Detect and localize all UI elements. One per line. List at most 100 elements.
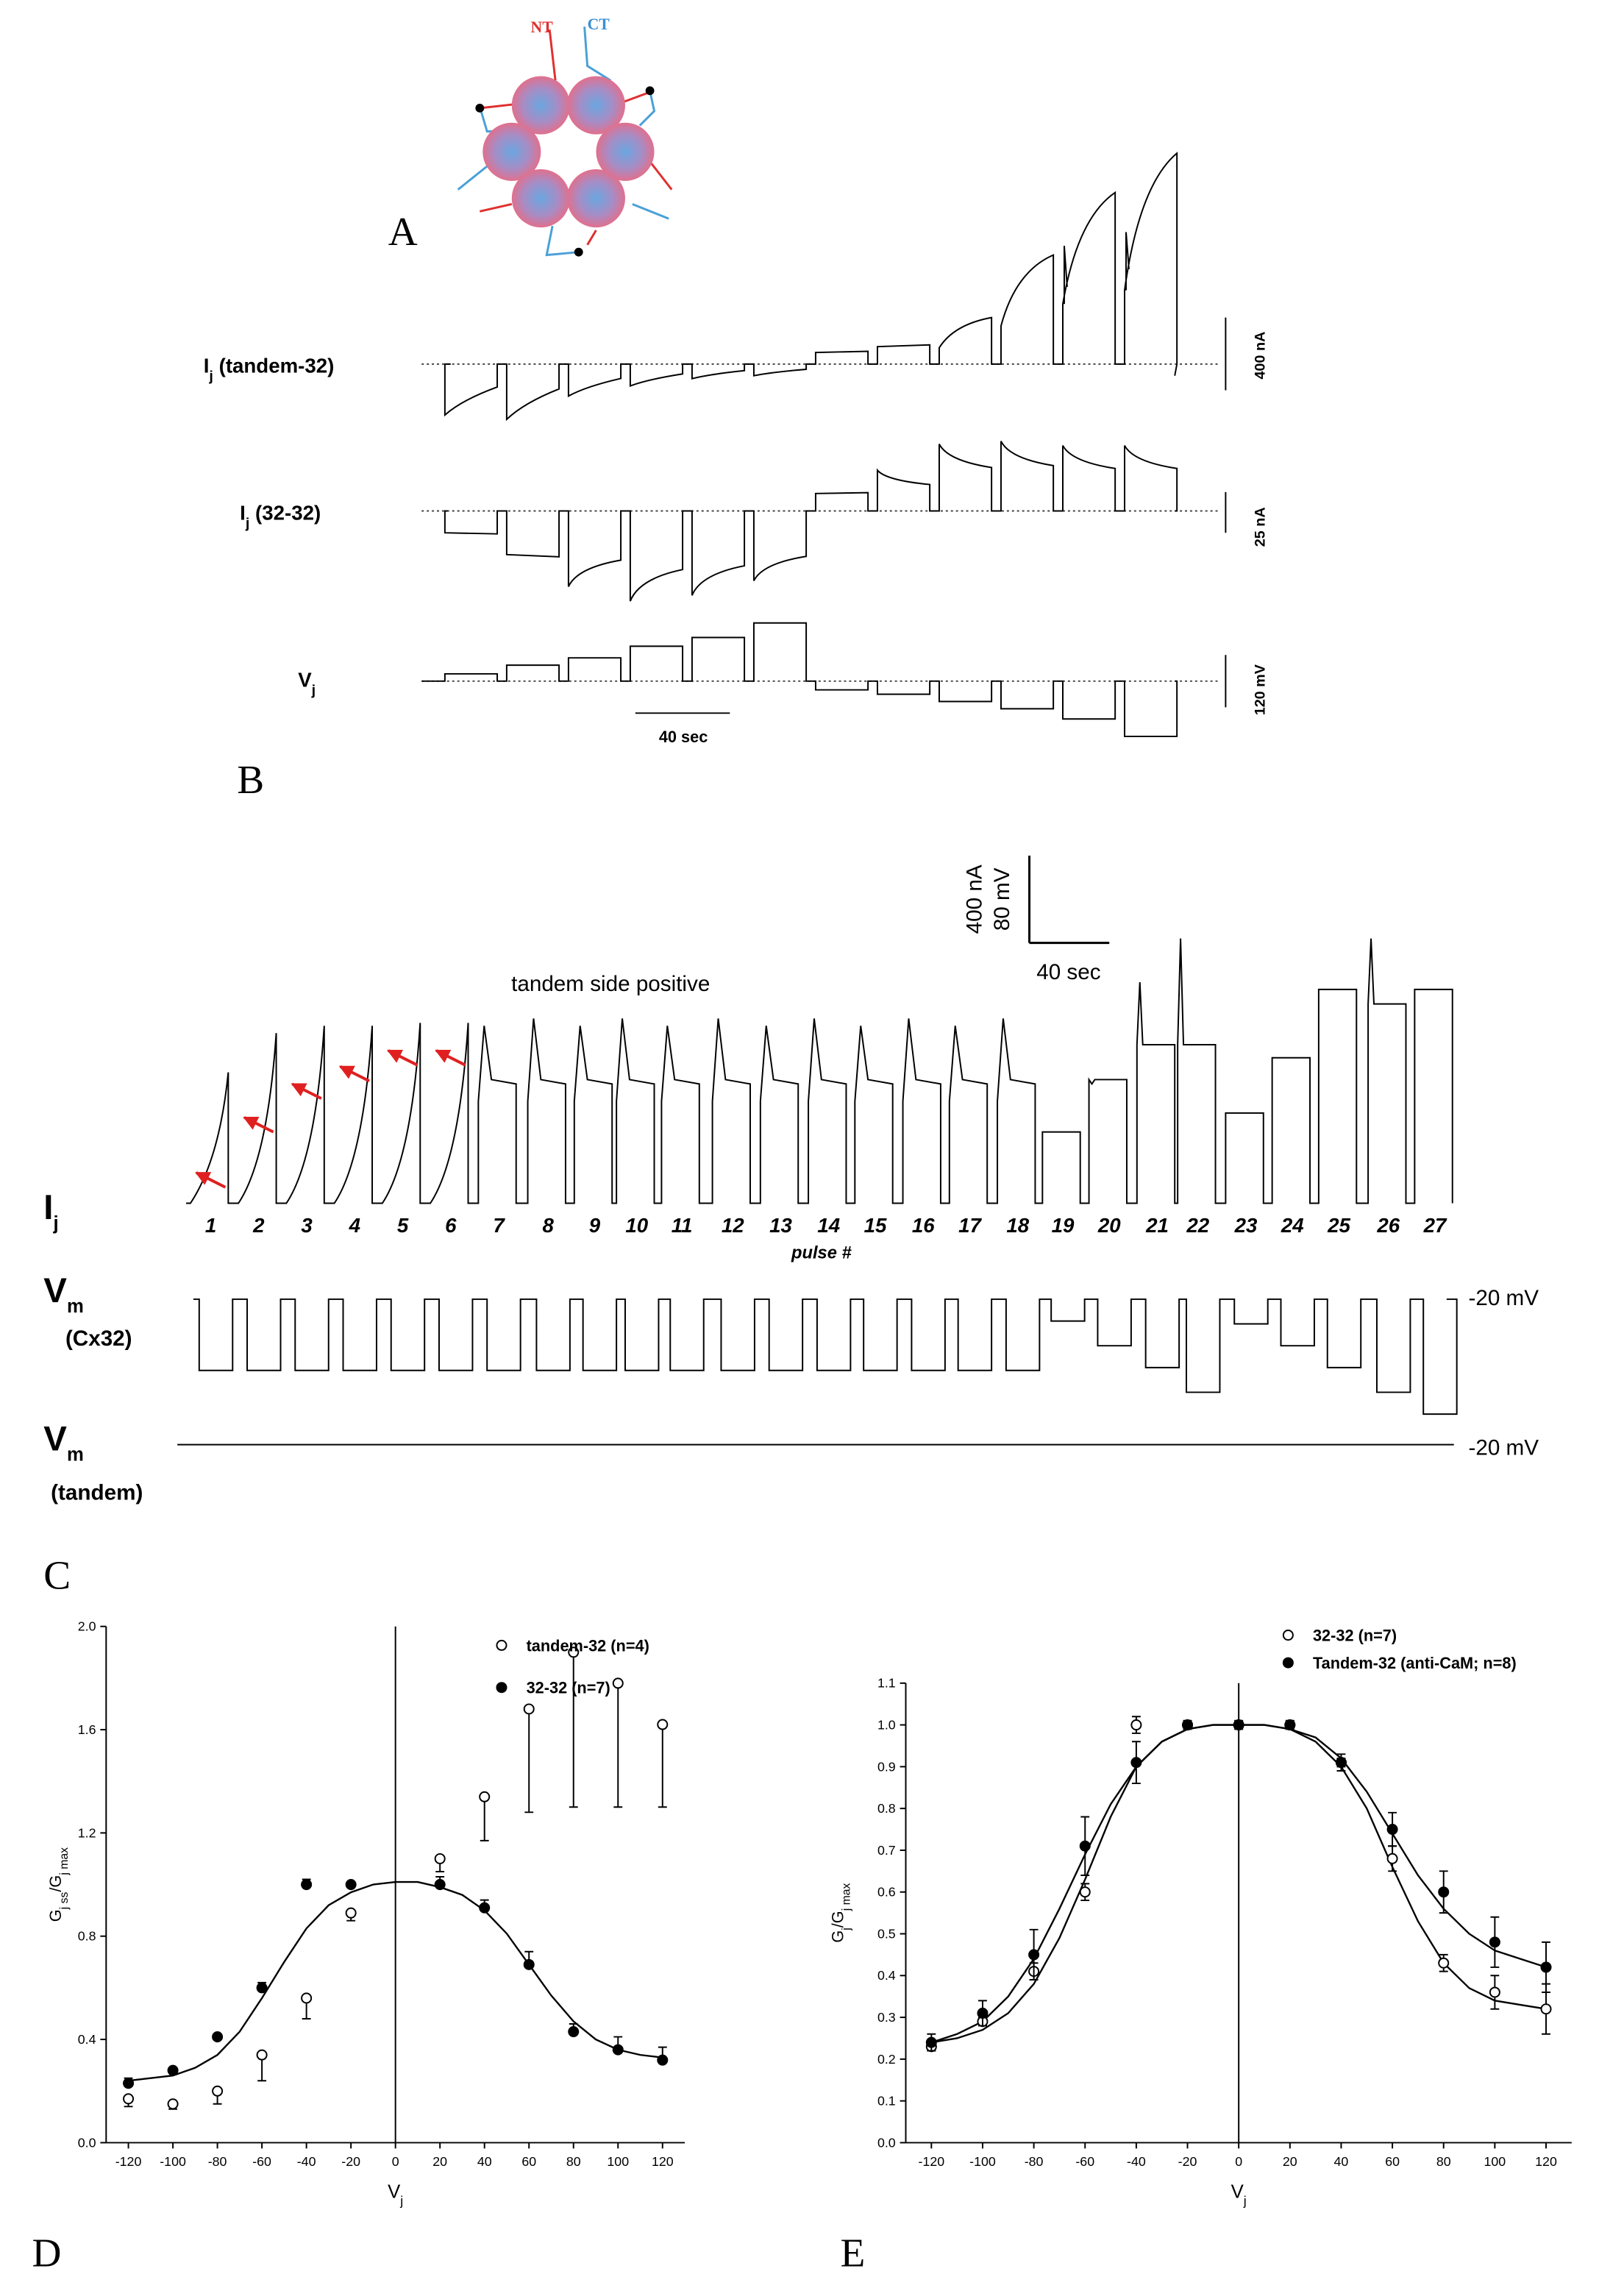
legend-label: tandem-32 (n=4) [527,1636,649,1655]
data-point [479,1902,491,1914]
chart: 0.0 0.1 0.2 0.3 0.4 0.5 0.6 0.7 0.8 0.9 1.0 1.1 -120… [828,1626,1572,2209]
trace-label: Vm [43,1420,83,1466]
pulse-numbers: 1 2 3 4 5 6 7 8 9 10 11 12 13 14 15 16 17 18 19 20 21 22 23 24 2… [205,1214,1447,1237]
pulse-number: 22 [1186,1214,1209,1237]
data-point [345,1907,357,1919]
voltage-trace [421,622,1178,737]
legend-label: 32-32 (n=7) [1313,1626,1397,1644]
x-tick-label: 0 [1235,2154,1242,2169]
data-point [123,2078,135,2089]
x-tick-label: 40 [477,2154,492,2169]
data-point [1489,1986,1500,1998]
panel-label: C [43,1552,71,1597]
x-tick-label: 120 [1535,2154,1557,2169]
pulse-number: 4 [349,1214,360,1237]
pulse-number: 21 [1145,1214,1169,1237]
symbol: V [43,1271,67,1310]
fit-curve [128,1880,663,2082]
trace-label: Ij (32-32) [240,501,321,531]
data-point [568,1647,580,1658]
pulse-number: 2 [252,1214,265,1237]
scale-label: 120 mV [1253,664,1269,715]
pulse-number: 13 [769,1214,792,1237]
error-bar [613,1683,623,1808]
data-point [612,1677,624,1689]
pulse-number: 3 [301,1214,313,1237]
symbol: I [204,355,210,377]
subscript: m [67,1445,84,1466]
pulse-number: 18 [1006,1214,1029,1237]
x-tick-label: 0 [392,2154,399,2169]
data-point [1540,2003,1552,2015]
label-part: j max [840,1883,852,1911]
data-point [434,1852,446,1864]
panel-c: 400 nA 80 mV 40 sec tandem side positive… [43,856,1539,1597]
pulse-number: 14 [817,1214,840,1237]
x-tick-label: 80 [1436,2154,1451,2169]
label-rest: (tandem-32) [213,355,334,377]
nt-label: NT [531,18,554,36]
pulse-number: 27 [1423,1214,1447,1237]
subscript: m [67,1296,84,1317]
label-part: j [1243,2194,1247,2209]
pulse-number: 19 [1052,1214,1075,1237]
pulse-number: 15 [864,1214,887,1237]
scale-label: 400 nA [962,864,986,934]
legend-marker [496,1682,508,1694]
subscript: j [52,1213,58,1234]
data-point [657,2054,669,2066]
red-arrow [291,1082,322,1100]
error-bar [569,1652,578,1808]
data-point [167,2098,179,2110]
y-tick-label: 1.1 [877,1676,896,1691]
panel-label: D [32,2230,61,2275]
panel-label: B [237,757,264,802]
label-part: V [1231,2182,1244,2203]
data-point [925,2036,937,2048]
terminal-dot [475,104,485,113]
chart: 0.0 0.4 0.8 1.2 1.6 2.0 -120 -100 -80 -60 -40 -20 0 2… [46,1619,685,2209]
data-point [1028,1949,1040,1961]
subscript: j [245,515,250,531]
data-point [256,2049,268,2061]
pulse-number: 17 [958,1214,982,1237]
red-arrow [338,1065,370,1083]
current-trace [444,441,1178,602]
data-point [977,2007,989,2019]
data-point [212,2085,224,2097]
x-tick-label: -120 [115,2154,142,2169]
terminal-dot [645,86,655,96]
annotation: tandem side positive [511,972,710,996]
data-point [1130,1719,1142,1731]
x-tick-label: -60 [1075,2154,1094,2169]
scale-label: 80 mV [990,867,1014,931]
y-tick-label: 1.0 [877,1717,896,1732]
data-point [1540,1961,1552,1973]
y-tick-label: 1.6 [78,1722,96,1737]
label-part: G [828,1930,847,1943]
pulse-number: 12 [722,1214,744,1237]
data-point [301,1992,313,2004]
legend-marker [1282,1657,1294,1669]
current-trace [186,938,1453,1204]
data-point [123,2093,135,2105]
data-point [345,1879,357,1891]
symbol: I [43,1188,53,1227]
legend-marker [496,1639,508,1651]
level-label: -20 mV [1468,1286,1539,1310]
trace-label: Vj [298,669,316,699]
scale-label: 400 nA [1253,332,1269,380]
panel-a: NT CT A [388,15,673,257]
pulse-number: 5 [397,1214,409,1237]
scale-label: 25 nA [1253,507,1269,547]
data-point [523,1958,535,1970]
x-tick-label: -100 [969,2154,996,2169]
data-point [1438,1957,1450,1969]
y-tick-label: 2.0 [78,1619,96,1634]
ct-label: CT [588,15,610,33]
panel-label: E [841,2230,866,2275]
data-point [256,1982,268,1994]
x-axis-label: Vj [388,2182,403,2209]
label-part: j [399,2194,403,2209]
